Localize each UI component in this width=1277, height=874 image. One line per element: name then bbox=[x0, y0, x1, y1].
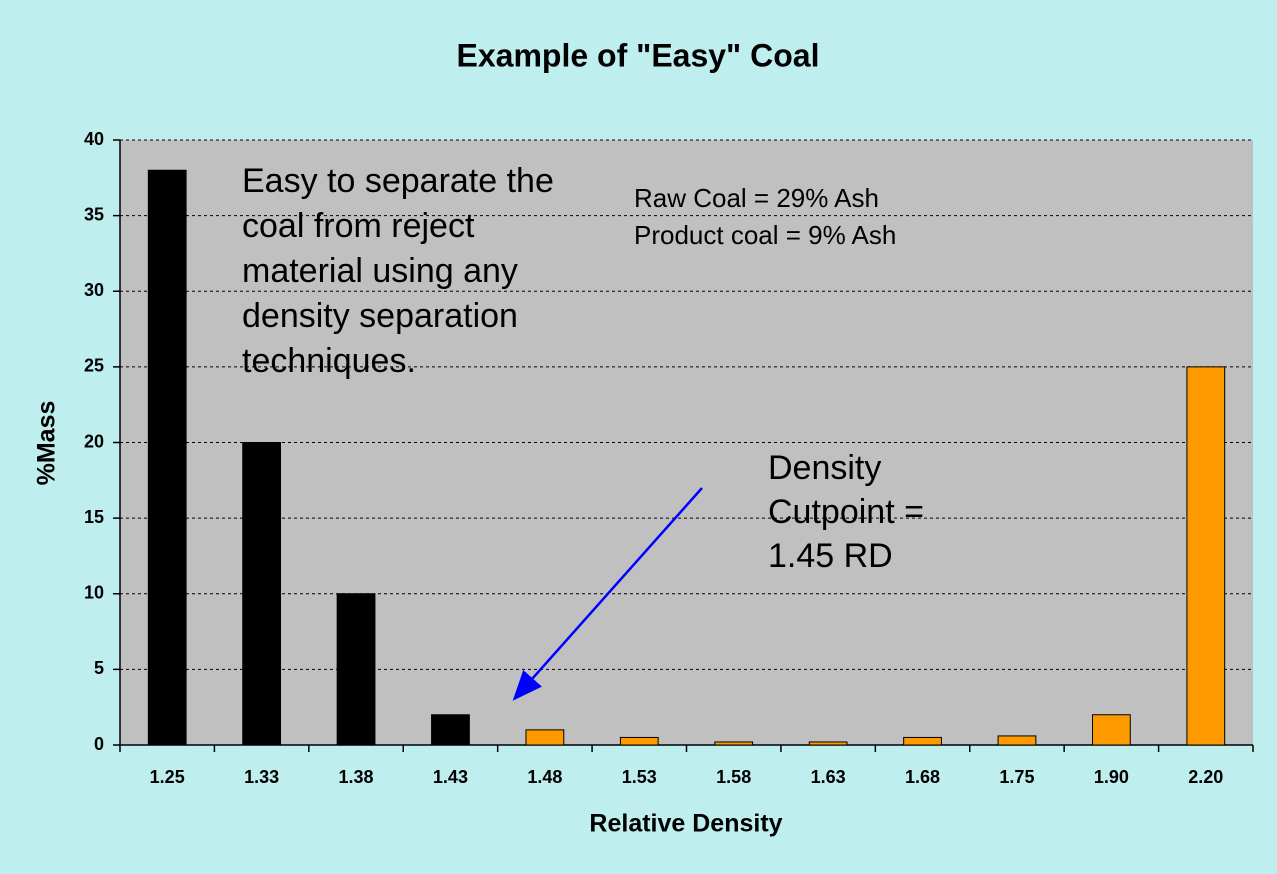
y-axis-label: %Mass bbox=[33, 401, 61, 486]
bar bbox=[336, 593, 376, 746]
bar bbox=[1091, 714, 1131, 746]
x-axis-label: Relative Density bbox=[589, 810, 782, 838]
x-tick-label: 1.25 bbox=[150, 767, 185, 787]
bar bbox=[619, 736, 659, 746]
y-tick-label: 35 bbox=[84, 204, 104, 224]
x-tick-label: 1.43 bbox=[433, 767, 468, 787]
annotation: Density bbox=[768, 449, 881, 487]
annotation: material using any bbox=[242, 252, 518, 290]
x-tick-label: 1.63 bbox=[811, 767, 846, 787]
bar bbox=[147, 169, 187, 746]
y-tick-label: 25 bbox=[84, 356, 104, 376]
y-tick-label: 40 bbox=[84, 129, 104, 149]
bar bbox=[431, 714, 470, 746]
bar bbox=[714, 741, 754, 746]
bar bbox=[808, 741, 848, 746]
x-tick-label: 1.90 bbox=[1094, 767, 1129, 787]
bar bbox=[1186, 366, 1226, 746]
bar bbox=[525, 729, 565, 746]
y-tick-label: 20 bbox=[84, 431, 104, 451]
x-tick-label: 1.33 bbox=[244, 767, 279, 787]
arrow bbox=[512, 487, 703, 701]
y-tick-label: 15 bbox=[84, 507, 104, 527]
x-tick-label: 1.53 bbox=[622, 767, 657, 787]
y-tick-label: 10 bbox=[84, 583, 104, 603]
annotation: techniques. bbox=[242, 342, 416, 380]
x-tick-label: 1.48 bbox=[527, 767, 562, 787]
annotation: Cutpoint = bbox=[768, 493, 924, 531]
y-tick-label: 30 bbox=[84, 280, 104, 300]
x-tick-label: 1.68 bbox=[905, 767, 940, 787]
bar bbox=[997, 735, 1037, 746]
annotation: coal from reject bbox=[242, 207, 475, 245]
chart-title: Example of "Easy" Coal bbox=[457, 37, 820, 73]
bar bbox=[903, 736, 942, 746]
annotation: Raw Coal = 29% Ash bbox=[634, 183, 879, 213]
x-tick-label: 1.38 bbox=[339, 767, 374, 787]
x-tick-label: 2.20 bbox=[1188, 767, 1223, 787]
annotation: 1.45 RD bbox=[768, 537, 893, 575]
annotation: Easy to separate the bbox=[242, 162, 554, 200]
y-tick-label: 0 bbox=[94, 734, 104, 754]
x-tick-label: 1.58 bbox=[716, 767, 751, 787]
x-tick-label: 1.75 bbox=[999, 767, 1034, 787]
annotation: Product coal = 9% Ash bbox=[634, 220, 896, 250]
y-tick-label: 5 bbox=[94, 658, 104, 678]
bar bbox=[242, 442, 282, 746]
annotation: density separation bbox=[242, 297, 518, 335]
